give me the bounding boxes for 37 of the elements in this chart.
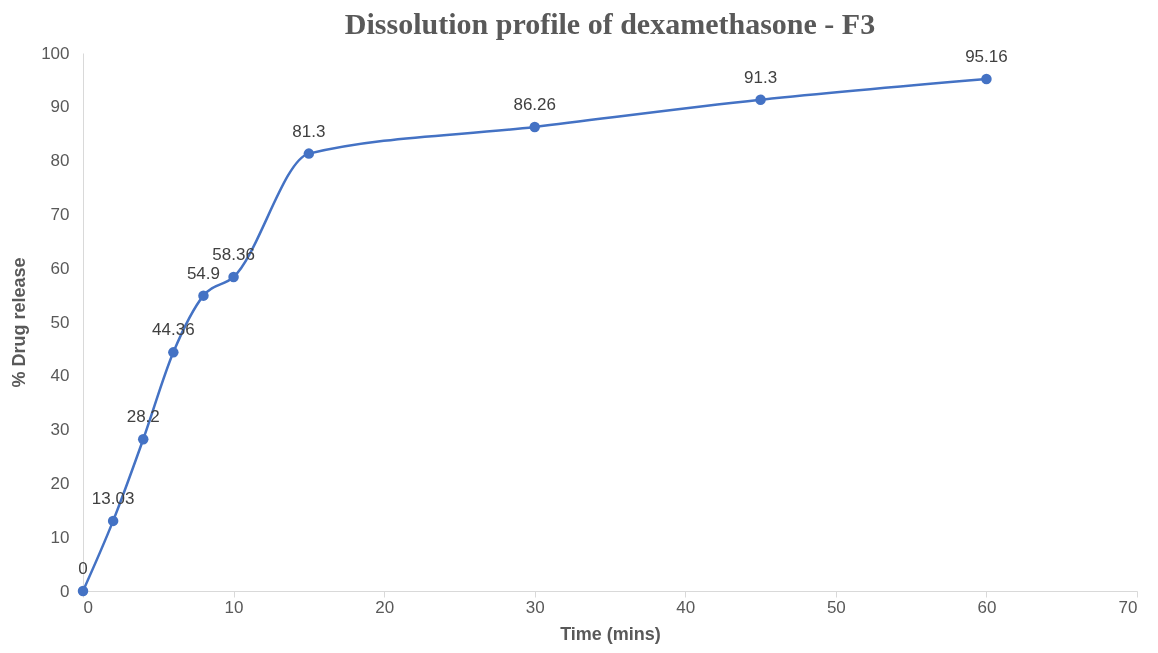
x-tick-label: 30 (525, 597, 545, 617)
x-tick-label: 50 (826, 597, 846, 617)
data-label: 91.3 (744, 67, 778, 87)
y-tick-label: 60 (50, 258, 70, 278)
x-tick-label: 40 (676, 597, 696, 617)
data-label: 81.3 (292, 121, 326, 141)
y-tick-label: 90 (50, 97, 70, 117)
y-tick-label: 10 (50, 527, 70, 547)
y-axis-title: % Drug release (9, 257, 30, 388)
x-tick-label: 20 (375, 597, 395, 617)
x-axis-title: Time (mins) (560, 623, 661, 644)
x-tick-label: 60 (977, 597, 997, 617)
y-tick-label: 0 (60, 581, 70, 601)
point (529, 121, 540, 133)
y-tick-label: 40 (50, 366, 70, 386)
data-label: 0 (78, 559, 88, 578)
point (303, 148, 315, 159)
y-tick-label: 70 (50, 204, 70, 224)
y-tick-label: 30 (50, 420, 70, 440)
point (981, 73, 992, 85)
y-tick-label: 20 (50, 473, 70, 493)
point (228, 271, 239, 283)
data-label: 86.26 (513, 94, 556, 114)
y-tick-label: 100 (41, 43, 70, 63)
x-tick-label: 70 (1118, 597, 1138, 617)
point (755, 94, 766, 106)
data-label: 54.9 (186, 263, 220, 283)
x-tick-label: 10 (224, 597, 244, 617)
x-tick-label: 0 (83, 597, 93, 617)
chart-title: Dissolution profile of dexamethasone - F3 (344, 7, 876, 40)
point (107, 515, 119, 527)
y-tick-label: 80 (50, 151, 70, 171)
point (198, 290, 209, 301)
point (137, 434, 149, 445)
y-tick-label: 50 (50, 312, 70, 332)
data-label: 95.16 (965, 47, 1008, 67)
point (168, 347, 179, 358)
